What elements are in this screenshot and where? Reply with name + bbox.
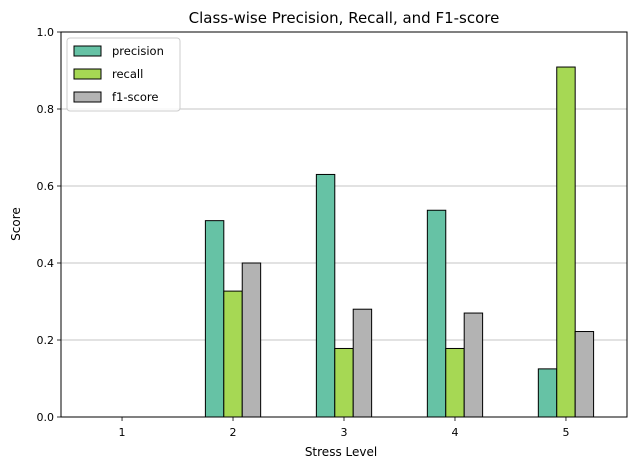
bar-f1-score-5 xyxy=(574,331,595,418)
x-axis: 1 2 3 4 5 xyxy=(119,417,569,439)
x-tick-label: 2 xyxy=(230,426,237,439)
bar-precision-5 xyxy=(537,368,558,418)
y-tick-label: 0.4 xyxy=(37,257,55,270)
legend-swatch-recall xyxy=(73,68,102,80)
x-tick-label: 3 xyxy=(341,426,348,439)
y-axis-label: Score xyxy=(9,207,23,241)
x-axis-label: Stress Level xyxy=(305,445,377,459)
y-tick-label: 0.2 xyxy=(37,334,55,347)
x-tick-label: 1 xyxy=(119,426,126,439)
bar-f1-score-3 xyxy=(352,308,373,418)
bar-f1-score-4 xyxy=(463,312,484,418)
y-tick-label: 0.8 xyxy=(37,103,55,116)
y-tick-label: 0.6 xyxy=(37,180,55,193)
legend-swatch-precision xyxy=(73,45,102,57)
bar-precision-3 xyxy=(315,173,336,418)
grid-lines xyxy=(61,108,627,341)
x-tick-label: 4 xyxy=(451,426,458,439)
y-tick-label: 0.0 xyxy=(37,411,55,424)
legend-label-recall: recall xyxy=(112,67,143,81)
legend-swatch-f1-score xyxy=(73,91,102,103)
bar-f1-score-2 xyxy=(241,262,262,418)
bar-recall-3 xyxy=(334,347,354,418)
x-tick-label: 5 xyxy=(562,426,569,439)
y-axis: 0.0 0.2 0.4 0.6 0.8 1.0 xyxy=(37,26,61,424)
legend-label-f1-score: f1-score xyxy=(112,90,158,104)
bar-recall-2 xyxy=(223,290,243,418)
legend: precision recall f1-score xyxy=(66,37,181,112)
chart-title: Class-wise Precision, Recall, and F1-sco… xyxy=(189,9,500,27)
bar-precision-2 xyxy=(204,220,225,418)
bar-precision-4 xyxy=(426,209,447,418)
legend-label-precision: precision xyxy=(112,44,164,58)
bar-recall-5 xyxy=(556,66,576,418)
y-tick-label: 1.0 xyxy=(37,26,55,39)
bar-recall-4 xyxy=(445,347,465,418)
bars xyxy=(204,66,595,418)
